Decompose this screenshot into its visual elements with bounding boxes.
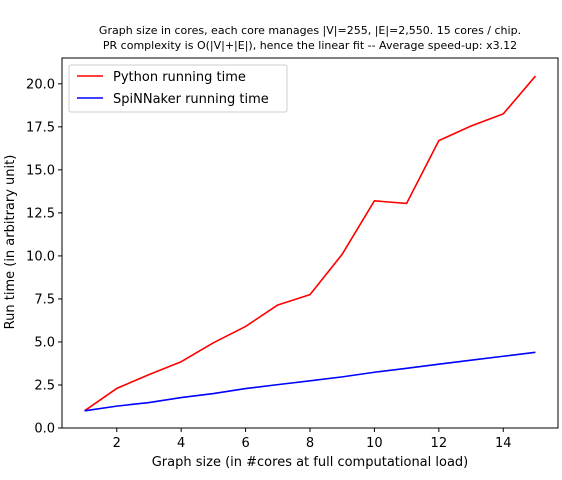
x-axis-ticks: 2 4 6 8 10 12 14 — [113, 428, 512, 451]
series-line-spinnaker — [84, 351, 536, 412]
y-tick-label: 0.0 — [34, 422, 55, 437]
x-tick-label: 10 — [366, 436, 383, 451]
legend-label-python: Python running time — [113, 70, 246, 85]
y-tick-label: 12.5 — [26, 206, 55, 221]
chart-title-line-1: Graph size in cores, each core manages |… — [99, 24, 521, 37]
x-tick-label: 8 — [306, 436, 314, 451]
legend-label-spinnaker: SpiNNaker running time — [113, 92, 269, 107]
plot-area — [61, 57, 559, 429]
x-axis-label: Graph size (in #cores at full computatio… — [152, 455, 469, 470]
y-tick-label: 15.0 — [26, 163, 55, 178]
y-tick-label: 7.5 — [34, 292, 55, 307]
y-tick-label: 2.5 — [34, 378, 55, 393]
x-tick-label: 2 — [113, 436, 121, 451]
y-tick-label: 20.0 — [26, 77, 55, 92]
y-tick-label: 10.0 — [26, 249, 55, 264]
y-tick-label: 5.0 — [34, 335, 55, 350]
legend: Python running time SpiNNaker running tim… — [68, 64, 288, 113]
x-tick-label: 4 — [177, 436, 185, 451]
x-tick-label: 12 — [431, 436, 448, 451]
legend-frame — [68, 64, 288, 113]
y-tick-label: 17.5 — [26, 120, 55, 135]
y-axis-ticks: 0.0 2.5 5.0 7.5 10.0 12.5 15.0 17.5 20.0 — [26, 77, 62, 437]
chart-title-line-2: PR complexity is O(|V|+|E|), hence the l… — [103, 39, 517, 52]
series-layer — [84, 75, 537, 412]
plot-frame — [61, 57, 559, 429]
series-line-python — [84, 75, 537, 412]
x-tick-label: 6 — [241, 436, 249, 451]
x-tick-label: 14 — [495, 436, 512, 451]
y-axis-label: Run time (in arbitrary unit) — [3, 155, 18, 330]
